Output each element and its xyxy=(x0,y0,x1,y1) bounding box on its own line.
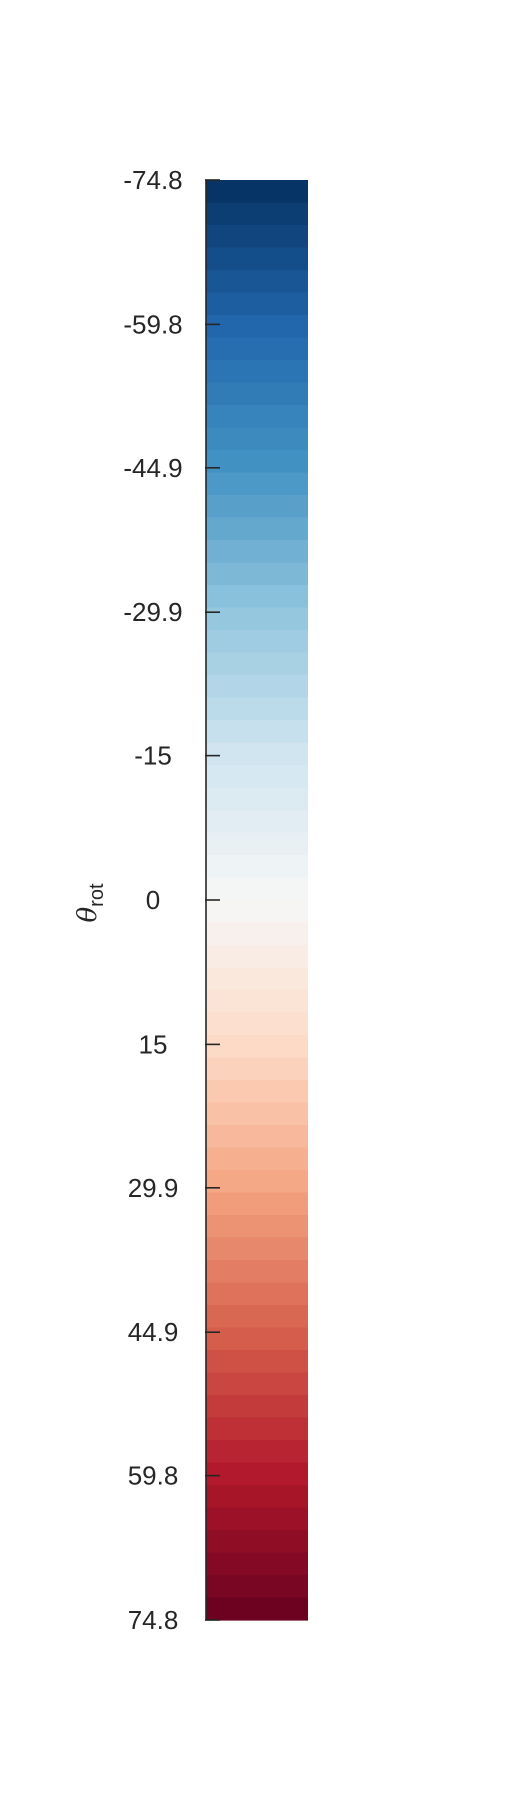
colorbar-band xyxy=(206,337,308,361)
colorbar-band xyxy=(206,202,308,226)
colorbar-band xyxy=(206,810,308,834)
colorbar-tick-label: 0 xyxy=(146,885,160,915)
colorbar-band xyxy=(206,1485,308,1509)
colorbar-band xyxy=(206,1575,308,1599)
colorbar-band xyxy=(206,630,308,654)
colorbar-band xyxy=(206,900,308,924)
colorbar-band xyxy=(206,540,308,564)
colorbar-band xyxy=(206,1170,308,1194)
colorbar-band xyxy=(206,1192,308,1216)
colorbar-band xyxy=(206,1507,308,1531)
colorbar-tick-label: 74.8 xyxy=(128,1605,179,1635)
colorbar-bands xyxy=(206,180,308,1621)
colorbar-tick-label: 59.8 xyxy=(128,1461,179,1491)
colorbar-band xyxy=(206,292,308,316)
colorbar-tick-label: 29.9 xyxy=(128,1173,179,1203)
colorbar-band xyxy=(206,360,308,384)
colorbar-band xyxy=(206,855,308,879)
colorbar-band xyxy=(206,315,308,339)
colorbar-band xyxy=(206,1372,308,1396)
colorbar-band xyxy=(206,450,308,474)
colorbar-band xyxy=(206,1080,308,1104)
colorbar-band xyxy=(206,652,308,676)
colorbar-tick-label: -44.9 xyxy=(123,453,182,483)
colorbar-band xyxy=(206,517,308,541)
colorbar-band xyxy=(206,495,308,519)
colorbar-tick-label: -74.8 xyxy=(123,165,182,195)
colorbar-band xyxy=(206,1035,308,1059)
colorbar-axis-label: θrot xyxy=(73,883,108,922)
colorbar-band xyxy=(206,967,308,991)
colorbar-band xyxy=(206,1125,308,1149)
colorbar-band xyxy=(206,270,308,294)
colorbar-band xyxy=(206,877,308,901)
colorbar-band xyxy=(206,1552,308,1576)
colorbar-band xyxy=(206,1597,308,1621)
colorbar-tick-label: -15 xyxy=(134,741,172,771)
colorbar-tick-label: 44.9 xyxy=(128,1317,179,1347)
colorbar-band xyxy=(206,922,308,946)
colorbar-band xyxy=(206,1147,308,1171)
colorbar-band xyxy=(206,675,308,699)
colorbar-band xyxy=(206,562,308,586)
axis-label-symbol: θ xyxy=(73,907,103,923)
colorbar-band xyxy=(206,697,308,721)
colorbar-tick-label: -29.9 xyxy=(123,597,182,627)
colorbar-band xyxy=(206,225,308,249)
colorbar-band xyxy=(206,180,308,204)
colorbar-band xyxy=(206,1350,308,1374)
colorbar-tick-label: -59.8 xyxy=(123,309,182,339)
colorbar-band xyxy=(206,990,308,1014)
colorbar-band xyxy=(206,765,308,789)
colorbar-band xyxy=(206,1440,308,1464)
colorbar-band xyxy=(206,382,308,406)
colorbar-band xyxy=(206,1237,308,1261)
colorbar-band xyxy=(206,1102,308,1126)
colorbar-band xyxy=(206,742,308,766)
colorbar-band xyxy=(206,1395,308,1419)
colorbar-band xyxy=(206,405,308,429)
colorbar-band xyxy=(206,1327,308,1351)
colorbar-band xyxy=(206,585,308,609)
colorbar-tick-labels: -74.8 -59.8 -44.9 -29.9 -15 0 15 29.9 44.9 59.8 74… xyxy=(123,165,182,1635)
colorbar-band xyxy=(206,720,308,744)
colorbar-band xyxy=(206,1462,308,1486)
colorbar-band xyxy=(206,832,308,856)
colorbar-band xyxy=(206,1417,308,1441)
axis-label-subscript: rot xyxy=(86,883,108,907)
colorbar-band xyxy=(206,1305,308,1329)
colorbar-band xyxy=(206,1012,308,1036)
colorbar-band xyxy=(206,472,308,496)
colorbar-band xyxy=(206,1215,308,1239)
colorbar-band xyxy=(206,1057,308,1081)
colorbar-tick-label: 15 xyxy=(139,1029,168,1059)
colorbar-band xyxy=(206,247,308,271)
colorbar-band xyxy=(206,1282,308,1306)
colorbar-band xyxy=(206,1530,308,1554)
colorbar-band xyxy=(206,945,308,969)
colorbar-band xyxy=(206,607,308,631)
colorbar-band xyxy=(206,1260,308,1284)
colorbar-band xyxy=(206,427,308,451)
colorbar-ticks xyxy=(205,179,220,1621)
colorbar-band xyxy=(206,787,308,811)
